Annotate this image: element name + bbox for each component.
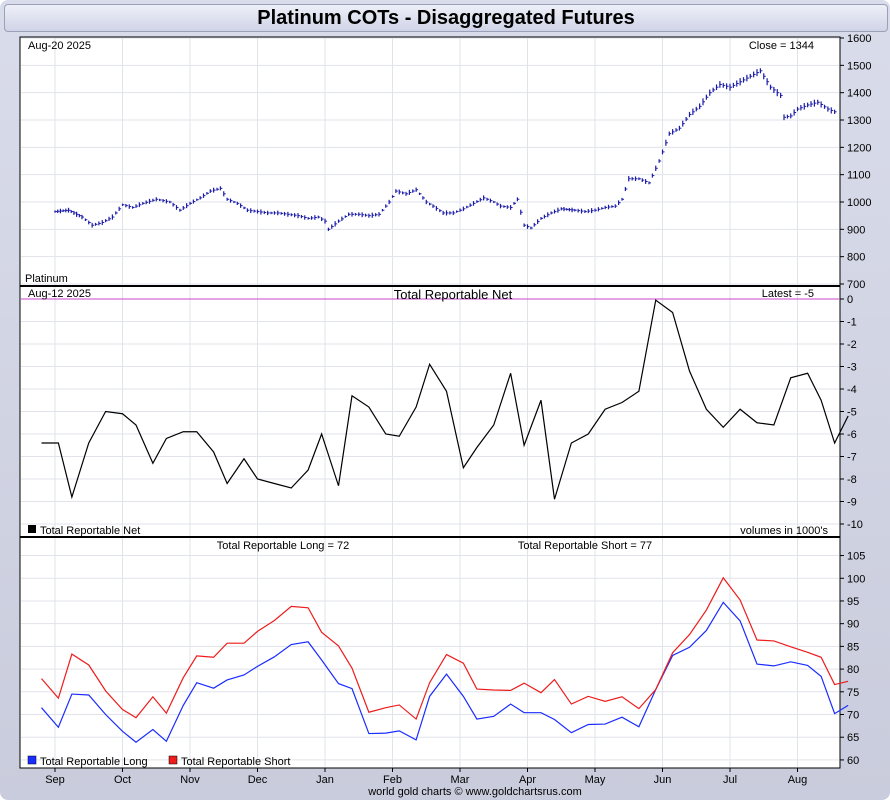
y-tick-label: -8 [847, 474, 857, 486]
x-tick-label: Nov [180, 774, 200, 786]
y-tick-label: -9 [847, 497, 857, 509]
y-tick-label: -7 [847, 452, 857, 464]
long-value-label: Total Reportable Long = 72 [217, 540, 349, 552]
grid-layer [21, 37, 839, 767]
y-tick-label: 95 [847, 596, 859, 608]
y-tick-label: 1600 [847, 33, 871, 45]
y-tick-label: 0 [847, 294, 853, 306]
y-tick-label: 75 [847, 687, 859, 699]
y-tick-label: 60 [847, 755, 859, 767]
y-tick-label: 80 [847, 664, 859, 676]
price-series-label: Platinum [25, 273, 68, 285]
labels-layer: Aug-20 2025 Close = 1344 Platinum Aug-12… [25, 40, 828, 798]
long-short-panel [19, 536, 841, 769]
volume-note: volumes in 1000's [740, 525, 828, 537]
long-legend-swatch [27, 755, 37, 765]
y-tick-label: -5 [847, 407, 857, 419]
x-tick-label: Feb [383, 774, 402, 786]
y-tick-label: 1300 [847, 115, 871, 127]
short-series-line [41, 576, 849, 721]
y-tick-label: -4 [847, 384, 857, 396]
y-tick-label: 65 [847, 732, 859, 744]
short-legend-swatch [168, 755, 178, 765]
x-tick-label: Sep [45, 774, 65, 786]
price-panel [19, 36, 841, 287]
net-legend-swatch [28, 525, 36, 533]
y-tick-label: 900 [847, 224, 865, 236]
x-tick-label: Apr [519, 774, 536, 786]
x-tick-label: Aug [788, 774, 808, 786]
net-legend-label: Total Reportable Net [40, 525, 140, 537]
y-tick-label: 700 [847, 279, 865, 291]
long-legend-label: Total Reportable Long [40, 756, 148, 768]
x-tick-label: Jan [316, 774, 334, 786]
y-tick-label: -6 [847, 429, 857, 441]
y-tick-label: 1400 [847, 88, 871, 100]
short-legend-label: Total Reportable Short [181, 756, 290, 768]
axis-layer: Sep Oct Nov Dec Jan Feb Mar Apr May Jun Jul Aug7008… [45, 33, 871, 786]
y-tick-label: 1000 [847, 197, 871, 209]
y-tick-label: 70 [847, 710, 859, 722]
footer-credit: world gold charts © www.goldchartsrus.co… [367, 786, 582, 798]
y-tick-label: 1100 [847, 170, 871, 182]
y-tick-label: 85 [847, 641, 859, 653]
marks-layer [21, 68, 849, 743]
net-date-label: Aug-12 2025 [28, 288, 91, 300]
x-tick-label: Mar [451, 774, 470, 786]
price-close-label: Close = 1344 [749, 40, 814, 52]
x-tick-label: May [585, 774, 606, 786]
y-tick-label: 800 [847, 252, 865, 264]
y-tick-label: 90 [847, 619, 859, 631]
y-tick-label: -2 [847, 339, 857, 351]
x-tick-label: Oct [114, 774, 131, 786]
x-tick-label: Jul [723, 774, 737, 786]
y-tick-label: -1 [847, 317, 857, 329]
y-tick-label: -3 [847, 362, 857, 374]
y-tick-label: 100 [847, 573, 865, 585]
y-tick-label: 1500 [847, 60, 871, 72]
y-tick-label: 1200 [847, 142, 871, 154]
net-latest-label: Latest = -5 [762, 288, 814, 300]
long-series-line [41, 601, 849, 743]
short-value-label: Total Reportable Short = 77 [518, 540, 652, 552]
net-title: Total Reportable Net [394, 287, 513, 302]
price-date-label: Aug-20 2025 [28, 40, 91, 52]
net-series-line [41, 299, 849, 500]
y-tick-label: -10 [847, 519, 863, 531]
x-tick-label: Jun [654, 774, 672, 786]
x-tick-label: Dec [248, 774, 268, 786]
y-tick-label: 105 [847, 551, 865, 563]
chart-title: Platinum COTs - Disaggregated Futures [4, 4, 888, 32]
